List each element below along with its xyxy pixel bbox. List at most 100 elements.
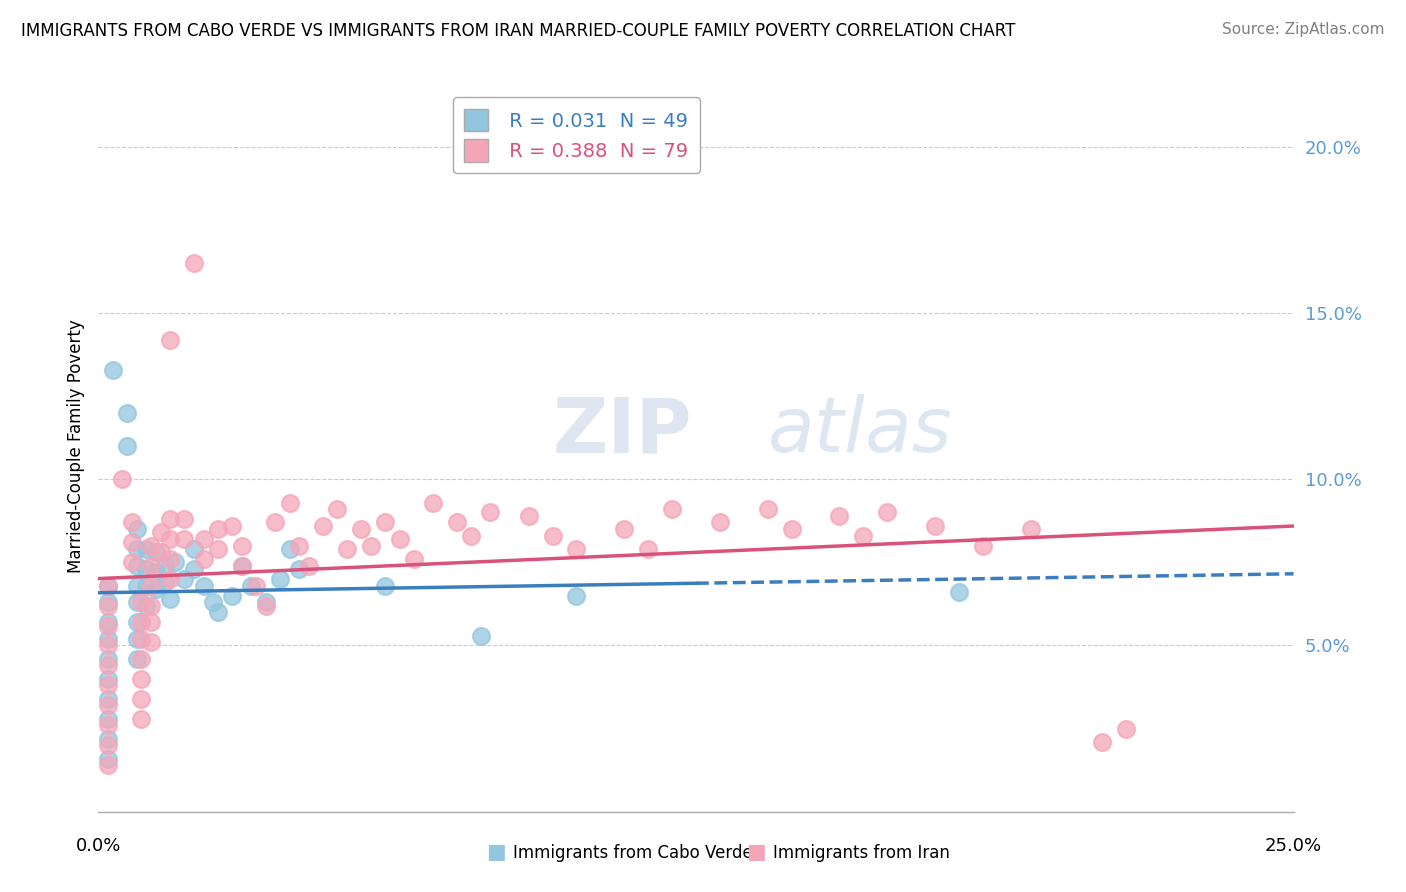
Text: ZIP: ZIP bbox=[553, 394, 692, 468]
Point bbox=[97, 579, 120, 593]
Point bbox=[661, 502, 683, 516]
Point bbox=[245, 579, 267, 593]
Point bbox=[135, 579, 157, 593]
Point bbox=[828, 508, 851, 523]
Point bbox=[565, 542, 588, 557]
Point bbox=[852, 529, 875, 543]
Point bbox=[131, 691, 153, 706]
Point bbox=[254, 595, 277, 609]
Point bbox=[231, 539, 253, 553]
Point bbox=[131, 712, 153, 726]
Point bbox=[876, 506, 898, 520]
Point bbox=[479, 506, 502, 520]
Point bbox=[517, 508, 540, 523]
Point bbox=[159, 572, 181, 586]
Text: Source: ZipAtlas.com: Source: ZipAtlas.com bbox=[1222, 22, 1385, 37]
Point bbox=[125, 615, 148, 630]
Point bbox=[637, 542, 659, 557]
Text: 25.0%: 25.0% bbox=[1265, 837, 1322, 855]
Point bbox=[388, 532, 411, 546]
Text: atlas: atlas bbox=[768, 394, 952, 468]
Point bbox=[97, 632, 120, 646]
Text: Immigrants from Iran: Immigrants from Iran bbox=[773, 844, 950, 862]
Point bbox=[97, 751, 120, 765]
Point bbox=[207, 542, 229, 557]
Point bbox=[97, 738, 120, 752]
Text: IMMIGRANTS FROM CABO VERDE VS IMMIGRANTS FROM IRAN MARRIED-COUPLE FAMILY POVERTY: IMMIGRANTS FROM CABO VERDE VS IMMIGRANTS… bbox=[21, 22, 1015, 40]
Point bbox=[278, 542, 301, 557]
Point bbox=[709, 516, 731, 530]
Point bbox=[159, 333, 181, 347]
Point bbox=[446, 516, 468, 530]
Point bbox=[159, 552, 181, 566]
Point bbox=[422, 495, 444, 509]
Point bbox=[97, 712, 120, 726]
Point bbox=[97, 599, 120, 613]
Point bbox=[541, 529, 564, 543]
Point bbox=[231, 558, 253, 573]
Point bbox=[207, 522, 229, 536]
Point bbox=[159, 591, 181, 606]
Point bbox=[374, 516, 396, 530]
Point bbox=[1019, 522, 1042, 536]
Legend:  R = 0.031  N = 49,  R = 0.388  N = 79: R = 0.031 N = 49, R = 0.388 N = 79 bbox=[453, 97, 700, 173]
Point bbox=[97, 691, 120, 706]
Point bbox=[350, 522, 373, 536]
Point bbox=[460, 529, 482, 543]
Text: ■: ■ bbox=[747, 842, 766, 862]
Text: Immigrants from Cabo Verde: Immigrants from Cabo Verde bbox=[513, 844, 754, 862]
Point bbox=[97, 618, 120, 632]
Point bbox=[565, 589, 588, 603]
Point bbox=[254, 599, 277, 613]
Point bbox=[115, 406, 138, 420]
Point bbox=[139, 599, 162, 613]
Point bbox=[231, 558, 253, 573]
Point bbox=[125, 595, 148, 609]
Point bbox=[1115, 722, 1137, 736]
Point bbox=[135, 599, 157, 613]
Point bbox=[173, 512, 195, 526]
Point bbox=[97, 595, 120, 609]
Point bbox=[97, 639, 120, 653]
Point bbox=[193, 579, 215, 593]
Point bbox=[336, 542, 359, 557]
Point bbox=[470, 628, 492, 642]
Point bbox=[149, 525, 172, 540]
Point bbox=[135, 562, 157, 576]
Point bbox=[125, 579, 148, 593]
Text: 0.0%: 0.0% bbox=[76, 837, 121, 855]
Point bbox=[269, 572, 291, 586]
Point bbox=[221, 589, 243, 603]
Point bbox=[131, 595, 153, 609]
Point bbox=[159, 512, 181, 526]
Point bbox=[97, 579, 120, 593]
Point bbox=[183, 256, 205, 270]
Point bbox=[131, 615, 153, 630]
Point bbox=[121, 555, 143, 569]
Point bbox=[193, 532, 215, 546]
Point bbox=[155, 558, 177, 573]
Point bbox=[312, 518, 335, 533]
Point bbox=[139, 579, 162, 593]
Point bbox=[780, 522, 803, 536]
Point bbox=[97, 615, 120, 630]
Point bbox=[1091, 735, 1114, 749]
Point bbox=[145, 566, 167, 580]
Point bbox=[101, 362, 124, 376]
Point bbox=[159, 532, 181, 546]
Point bbox=[326, 502, 349, 516]
Point bbox=[121, 535, 143, 549]
Point bbox=[139, 615, 162, 630]
Point bbox=[139, 558, 162, 573]
Point bbox=[131, 652, 153, 666]
Text: ■: ■ bbox=[486, 842, 506, 862]
Point bbox=[97, 731, 120, 746]
Point bbox=[278, 495, 301, 509]
Point bbox=[111, 472, 134, 486]
Point bbox=[924, 518, 946, 533]
Point bbox=[221, 518, 243, 533]
Point bbox=[125, 632, 148, 646]
Point bbox=[613, 522, 636, 536]
Point bbox=[97, 718, 120, 732]
Point bbox=[163, 555, 186, 569]
